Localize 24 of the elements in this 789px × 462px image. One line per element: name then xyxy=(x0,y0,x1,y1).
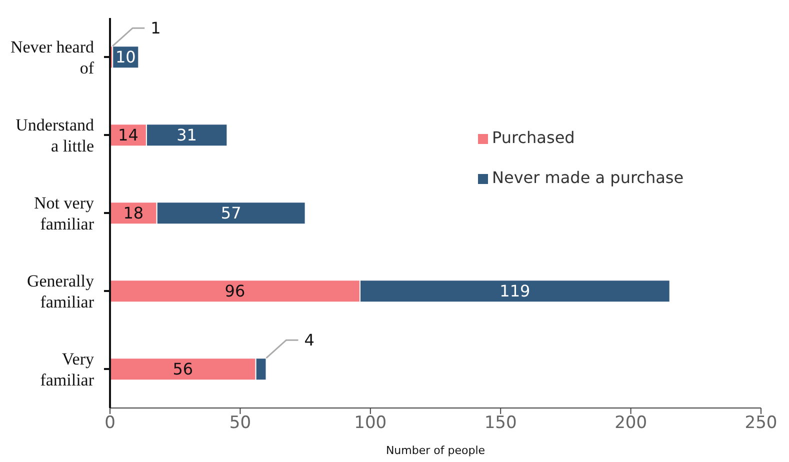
data-label: 14 xyxy=(118,126,138,145)
data-label: 57 xyxy=(220,204,242,223)
y-tick-label: Understand a little xyxy=(16,115,94,155)
x-tick-label: 250 xyxy=(744,413,778,434)
data-label: 96 xyxy=(224,282,246,301)
data-label: 119 xyxy=(500,282,530,301)
x-tick-label: 0 xyxy=(104,413,116,434)
data-label: 4 xyxy=(304,330,314,350)
x-axis-title: Number of people xyxy=(386,444,486,457)
data-label: 10 xyxy=(115,48,136,67)
y-tick-label: Not very familiar xyxy=(34,193,94,233)
data-label: 56 xyxy=(172,360,194,379)
x-tick-label: 200 xyxy=(614,413,648,434)
data-label: 31 xyxy=(176,126,197,145)
x-tick-label: 50 xyxy=(229,413,252,434)
data-label: 1 xyxy=(150,18,161,38)
data-label: 18 xyxy=(123,204,144,223)
y-tick-label: Generally familiar xyxy=(26,271,94,311)
y-tick-label: Very familiar xyxy=(40,349,94,389)
x-tick-label: 100 xyxy=(354,413,387,434)
x-tick-label: 150 xyxy=(484,413,517,434)
legend-label: Never made a purchase xyxy=(492,168,684,187)
legend-label: Purchased xyxy=(492,128,575,147)
y-tick-label: Never heard of xyxy=(10,37,94,77)
